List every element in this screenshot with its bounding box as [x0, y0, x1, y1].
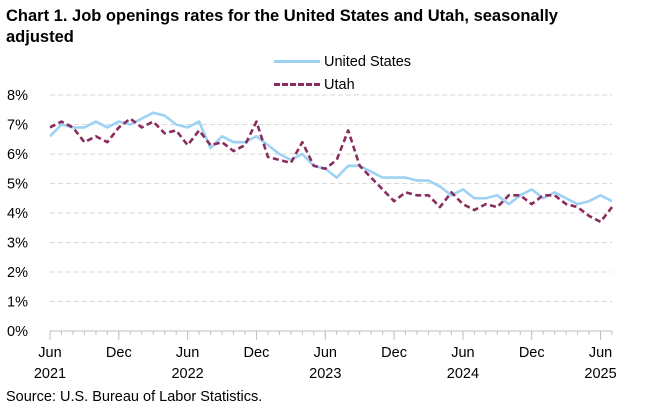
y-tick-label: 4% [7, 206, 28, 222]
x-tick-label: Jun [176, 345, 199, 361]
legend-label-us: United States [324, 53, 412, 70]
x-tick-label: Dec [244, 345, 270, 361]
x-tick-label: Jun [314, 345, 337, 361]
x-tick-label: Jun [589, 345, 612, 361]
chart-title: Chart 1. Job openings rates for the Unit… [6, 7, 558, 46]
legend: United States Utah [274, 50, 411, 96]
y-tick-label: 7% [7, 118, 28, 134]
x-tick-year-label: 2023 [309, 366, 341, 382]
y-tick-label: 0% [7, 324, 28, 340]
x-tick-year-label: 2025 [584, 366, 616, 382]
legend-swatch-utah [274, 83, 320, 86]
x-tick-label: Dec [519, 345, 545, 361]
x-tick-label: Dec [106, 345, 132, 361]
y-tick-label: 1% [7, 295, 28, 311]
x-tick-label: Jun [451, 345, 474, 361]
series-line-us [49, 111, 613, 206]
legend-swatch-us [274, 60, 320, 63]
y-tick-label: 6% [7, 147, 28, 163]
x-tick-year-label: 2022 [171, 366, 203, 382]
x-tick-year-label: 2024 [447, 366, 479, 382]
y-tick-label: 8% [7, 88, 28, 104]
legend-item-utah: Utah [274, 73, 411, 96]
source-note: Source: U.S. Bureau of Labor Statistics. [6, 389, 263, 405]
y-tick-label: 3% [7, 236, 28, 252]
x-tick-label: Jun [38, 345, 61, 361]
legend-item-us: United States [274, 50, 411, 73]
x-tick-year-label: 2021 [34, 366, 66, 382]
x-tick-label: Dec [381, 345, 407, 361]
legend-label-utah: Utah [324, 76, 355, 93]
series-line-utah [49, 117, 614, 224]
y-tick-label: 2% [7, 265, 28, 281]
y-tick-label: 5% [7, 177, 28, 193]
